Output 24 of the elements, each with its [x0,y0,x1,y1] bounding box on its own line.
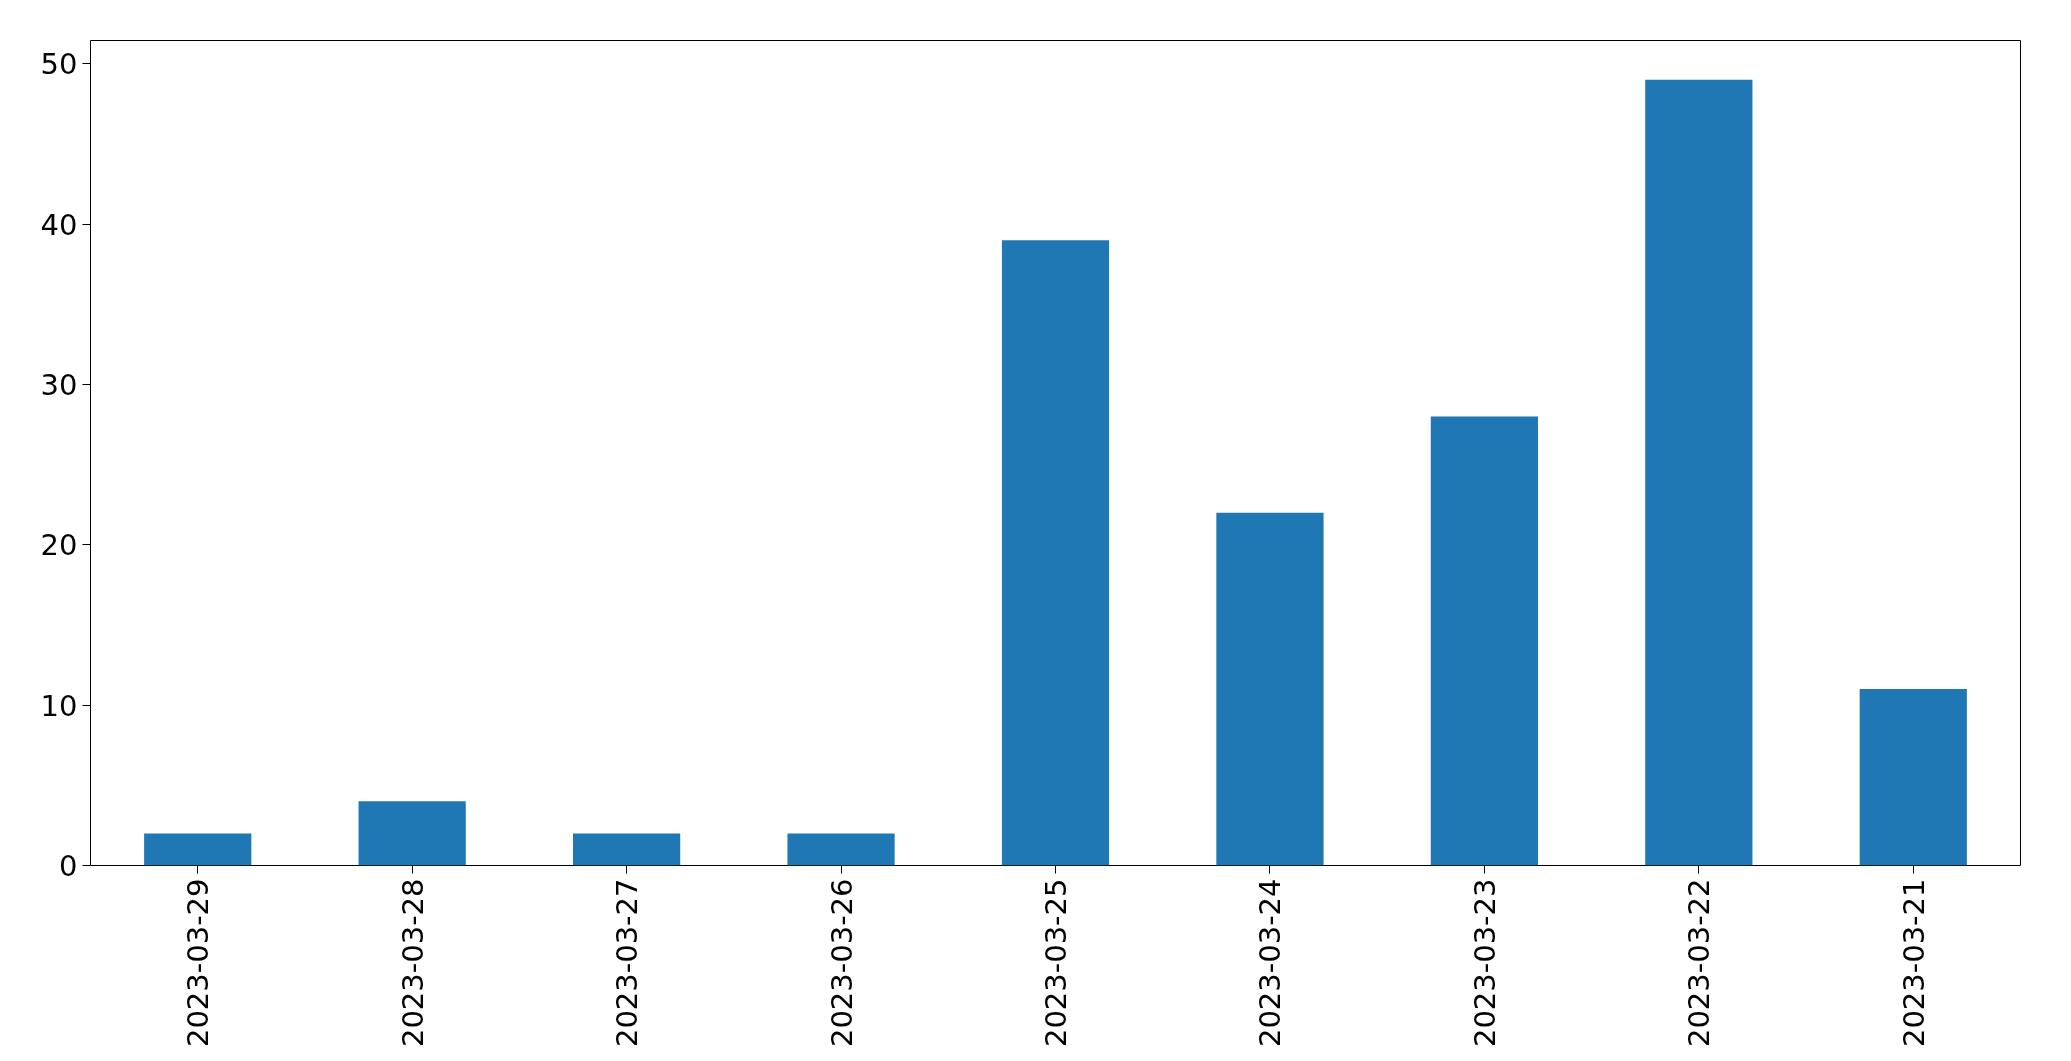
y-tick-label: 10 [40,688,78,723]
x-tick-label: 2023-03-21 [1896,878,1931,1048]
bar [144,833,252,866]
bar [1645,79,1753,866]
y-tick-label: 0 [59,849,78,883]
y-tick-label: 30 [40,367,78,402]
x-tick-label: 2023-03-29 [181,878,216,1048]
y-tick-label: 40 [40,207,78,242]
bar [358,801,466,866]
bar [573,833,681,866]
x-tick-label: 2023-03-28 [395,878,430,1048]
x-tick-label: 2023-03-27 [610,878,645,1048]
x-tick-label: 2023-03-22 [1682,878,1717,1048]
bar [787,833,895,866]
x-tick-label: 2023-03-24 [1253,878,1288,1048]
x-tick-label: 2023-03-25 [1039,878,1073,1048]
x-tick-label: 2023-03-26 [824,878,859,1048]
bar [1430,416,1538,866]
x-tick-label: 2023-03-23 [1467,878,1502,1048]
y-tick-label: 20 [40,528,78,563]
y-tick-label: 50 [40,47,78,82]
bar [1859,689,1967,866]
bar [1001,240,1110,866]
bar [1216,512,1324,866]
